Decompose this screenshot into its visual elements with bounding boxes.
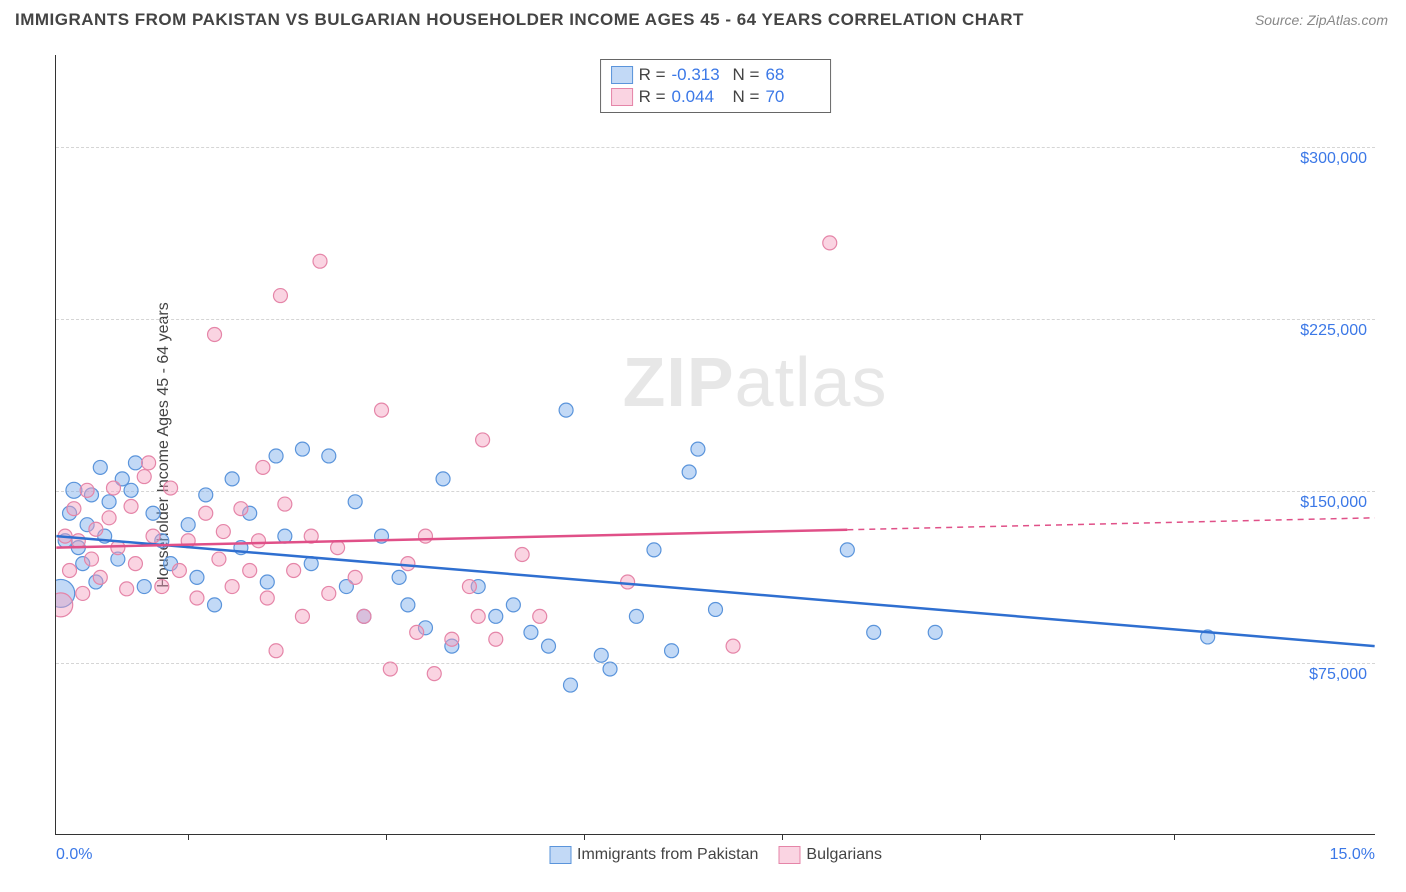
x-tick-mark bbox=[1174, 834, 1175, 840]
legend-item-pakistan: Immigrants from Pakistan bbox=[549, 846, 758, 864]
trend-line-dashed bbox=[847, 518, 1374, 530]
plot-area: Householder Income Ages 45 - 64 years ZI… bbox=[55, 55, 1375, 835]
n-label: N = bbox=[733, 65, 760, 85]
x-tick-left: 0.0% bbox=[56, 846, 92, 864]
trend-layer bbox=[56, 55, 1375, 834]
n-value-pakistan: 68 bbox=[765, 65, 820, 85]
swatch-pakistan bbox=[549, 846, 571, 864]
swatch-bulgarians bbox=[778, 846, 800, 864]
legend-item-bulgarians: Bulgarians bbox=[778, 846, 882, 864]
swatch-bulgarians bbox=[611, 88, 633, 106]
n-label: N = bbox=[733, 87, 760, 107]
x-tick-mark bbox=[188, 834, 189, 840]
legend-row-bulgarians: R = 0.044 N = 70 bbox=[611, 86, 821, 108]
chart-title: IMMIGRANTS FROM PAKISTAN VS BULGARIAN HO… bbox=[15, 10, 1024, 30]
legend-label-bulgarians: Bulgarians bbox=[806, 846, 882, 864]
x-tick-mark bbox=[584, 834, 585, 840]
x-tick-mark bbox=[386, 834, 387, 840]
series-legend: Immigrants from Pakistan Bulgarians bbox=[549, 846, 882, 864]
r-label: R = bbox=[639, 65, 666, 85]
correlation-legend: R = -0.313 N = 68 R = 0.044 N = 70 bbox=[600, 59, 832, 113]
trend-line bbox=[56, 530, 847, 548]
x-tick-right: 15.0% bbox=[1330, 846, 1375, 864]
source-attribution: Source: ZipAtlas.com bbox=[1255, 12, 1388, 28]
r-label: R = bbox=[639, 87, 666, 107]
legend-label-pakistan: Immigrants from Pakistan bbox=[577, 846, 758, 864]
x-tick-mark bbox=[782, 834, 783, 840]
x-tick-mark bbox=[980, 834, 981, 840]
swatch-pakistan bbox=[611, 66, 633, 84]
n-value-bulgarians: 70 bbox=[765, 87, 820, 107]
trend-line bbox=[56, 536, 1374, 646]
r-value-pakistan: -0.313 bbox=[672, 65, 727, 85]
legend-row-pakistan: R = -0.313 N = 68 bbox=[611, 64, 821, 86]
r-value-bulgarians: 0.044 bbox=[672, 87, 727, 107]
